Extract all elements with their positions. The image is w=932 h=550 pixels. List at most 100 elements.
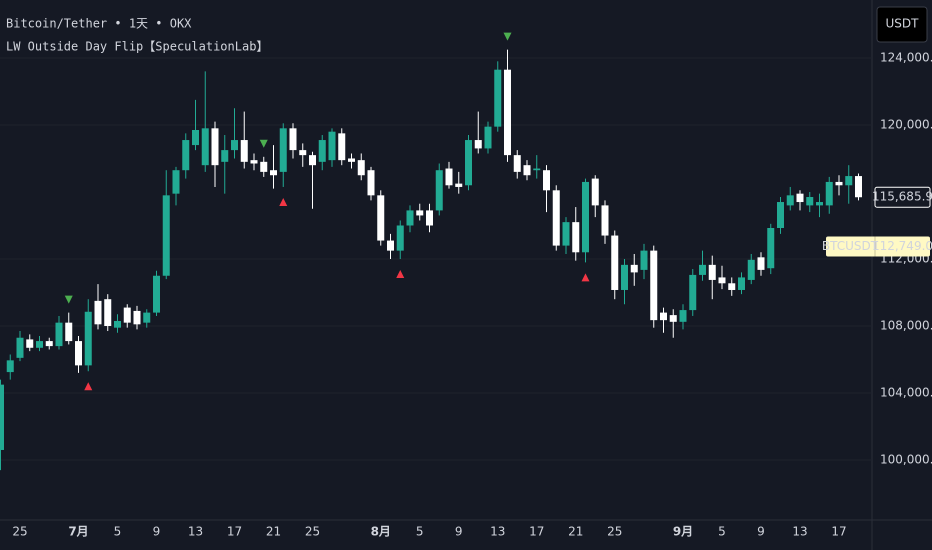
candle-body xyxy=(153,275,160,313)
compare-label: 112,749.0 xyxy=(872,239,932,253)
candle-body xyxy=(630,264,638,273)
candle-body xyxy=(357,160,365,176)
signal-up xyxy=(84,382,93,391)
x-tick-label: 5 xyxy=(114,525,122,539)
candle-body xyxy=(708,264,716,280)
candle-body xyxy=(221,150,229,162)
candle-body xyxy=(699,264,706,275)
candle-body xyxy=(426,210,433,226)
y-tick-label: 104,000.0 xyxy=(880,386,932,400)
candle-body xyxy=(533,168,541,171)
candle-body xyxy=(406,210,414,226)
candle-body xyxy=(825,181,833,206)
candle-body xyxy=(786,195,794,206)
x-tick-label: 25 xyxy=(305,525,320,539)
candle-body xyxy=(679,310,687,322)
candle-body xyxy=(523,165,531,176)
candle-body xyxy=(104,299,112,327)
candle-body xyxy=(504,69,511,156)
x-tick-label: 7月 xyxy=(68,525,88,539)
candle-body xyxy=(757,257,765,270)
candle-body xyxy=(474,140,482,149)
y-tick-label: 100,000.0 xyxy=(880,453,932,467)
candle-body xyxy=(387,240,394,251)
candle-body xyxy=(455,183,463,187)
candle-body xyxy=(299,150,307,156)
candle-body xyxy=(445,168,453,186)
x-tick-label: 25 xyxy=(12,525,27,539)
x-tick-label: 21 xyxy=(568,525,583,539)
y-tick-label: 108,000.0 xyxy=(880,319,932,333)
candle-body xyxy=(816,202,823,206)
candle-body xyxy=(367,170,375,196)
candle-body xyxy=(289,128,297,151)
candle-body xyxy=(845,176,853,186)
candle-body xyxy=(377,195,385,241)
candle-body xyxy=(172,170,180,194)
x-tick-label: 17 xyxy=(831,525,846,539)
currency-box[interactable] xyxy=(876,6,928,43)
candle-body xyxy=(348,158,355,162)
candle-body xyxy=(640,250,648,270)
signal-down xyxy=(503,32,512,41)
candle-body xyxy=(94,300,102,325)
chart-title: Bitcoin/Tether • 1天 • OKX xyxy=(6,17,192,31)
signal-up xyxy=(396,269,405,278)
candle-body xyxy=(123,307,131,323)
candle-body xyxy=(36,341,43,348)
x-tick-label: 5 xyxy=(718,525,726,539)
candle-body xyxy=(162,195,170,276)
candle-body xyxy=(328,131,336,161)
x-tick-label: 9月 xyxy=(673,525,693,539)
candle-body xyxy=(133,310,141,325)
signal-down xyxy=(259,139,268,148)
candle-body xyxy=(396,225,404,251)
x-tick-label: 8月 xyxy=(371,525,391,539)
candle-body xyxy=(270,170,277,176)
candle-body xyxy=(777,202,784,229)
x-tick-label: 17 xyxy=(227,525,242,539)
y-tick-label: 120,000.0 xyxy=(880,117,932,131)
candle-body xyxy=(796,193,804,203)
candle-body xyxy=(806,197,814,206)
candle-body xyxy=(543,170,550,191)
candle-body xyxy=(484,126,492,149)
candle-body xyxy=(211,128,219,166)
candle-body xyxy=(494,69,502,127)
candle-body xyxy=(747,259,755,280)
candle-body xyxy=(6,360,14,373)
candle-body xyxy=(240,140,248,162)
x-tick-label: 25 xyxy=(607,525,622,539)
candle-body xyxy=(114,320,121,328)
candle-body xyxy=(192,130,199,146)
x-tick-label: 9 xyxy=(153,525,161,539)
y-tick-label: 124,000.0 xyxy=(880,50,932,64)
x-tick-label: 13 xyxy=(490,525,505,539)
candle-body xyxy=(611,235,619,290)
indicator-name: LW Outside Day Flip【SpeculationLab】 xyxy=(6,40,268,54)
candle-body xyxy=(55,322,63,347)
candle-body xyxy=(582,181,589,253)
currency[interactable]: USDT xyxy=(886,17,920,31)
plot xyxy=(0,32,862,471)
candle-body xyxy=(465,140,472,186)
candle-body xyxy=(84,311,92,366)
candle-body xyxy=(143,312,151,323)
signal-up xyxy=(581,273,590,282)
candle-body xyxy=(16,337,24,358)
x-tick-label: 13 xyxy=(188,525,203,539)
candle-body xyxy=(435,170,443,211)
grid xyxy=(0,57,872,461)
candle-body xyxy=(669,315,677,322)
candle-body xyxy=(75,341,82,366)
last-price-label: 115,685.9 xyxy=(872,190,932,204)
x-tick-label: 9 xyxy=(455,525,463,539)
x-tick-label: 5 xyxy=(416,525,424,539)
compare-box xyxy=(826,236,930,257)
candle-body xyxy=(260,161,268,172)
compare-name: BTCUSDT xyxy=(822,239,879,253)
candle-body xyxy=(65,322,73,342)
candle-body xyxy=(660,312,667,321)
